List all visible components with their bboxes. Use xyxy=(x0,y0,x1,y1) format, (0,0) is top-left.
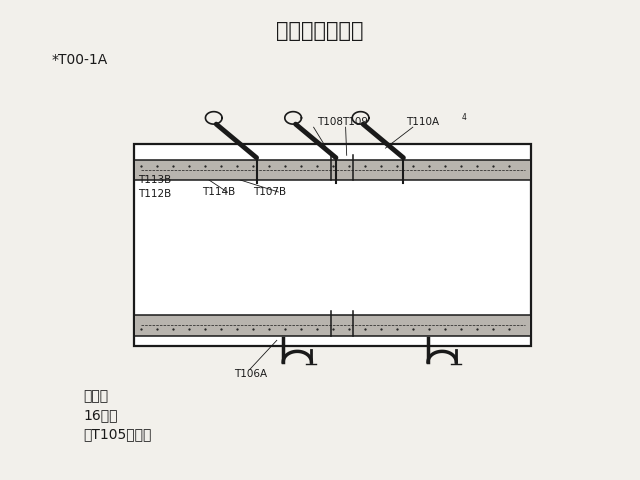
Bar xyxy=(134,315,531,336)
Text: T113B: T113B xyxy=(138,175,171,185)
Text: T112B: T112B xyxy=(138,190,171,199)
Text: T110A: T110A xyxy=(406,118,440,127)
Text: T108: T108 xyxy=(317,118,343,127)
Text: T114B: T114B xyxy=(202,187,235,197)
Bar xyxy=(134,144,531,346)
Bar xyxy=(134,160,531,180)
Text: 16组。: 16组。 xyxy=(83,408,118,422)
Text: 木综框及其附件: 木综框及其附件 xyxy=(276,21,364,41)
Text: 综框。: 综框。 xyxy=(83,389,108,403)
Text: T106A: T106A xyxy=(234,370,267,379)
Text: 与T105连接。: 与T105连接。 xyxy=(83,427,152,442)
Text: 4: 4 xyxy=(462,113,467,122)
Text: T109: T109 xyxy=(342,118,369,127)
Text: *T00-1A: *T00-1A xyxy=(51,53,108,67)
Text: T107B: T107B xyxy=(253,187,286,197)
